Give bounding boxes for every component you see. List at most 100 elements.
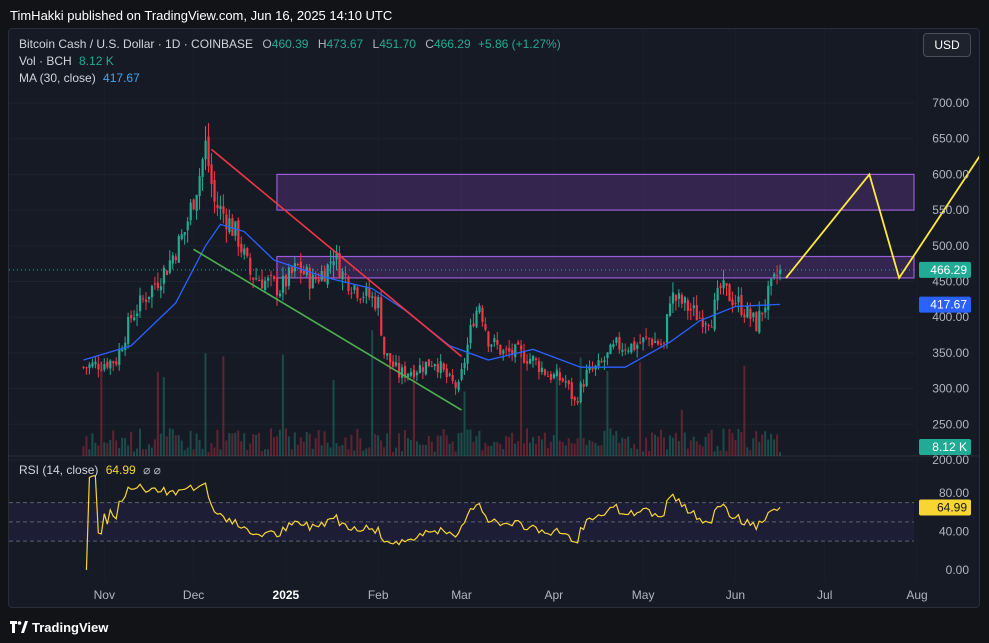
rsi-legend[interactable]: RSI (14, close) 64.99 ⌀ ⌀ (19, 463, 161, 477)
candle-body (222, 206, 225, 214)
candle-body (85, 367, 88, 369)
volume-bar (686, 448, 689, 456)
candle-body (770, 278, 773, 287)
chart-canvas[interactable]: 700.00 650.00 600.00 550.00 500.00 450.00 400.… (9, 29, 980, 608)
symbol-name[interactable]: Bitcoin Cash / U.S. Dollar · 1D · COINBA… (19, 37, 254, 51)
candle-body (109, 360, 112, 369)
candle-body (523, 350, 526, 363)
axis-layer: 700.00 650.00 600.00 550.00 500.00 450.00 400.… (94, 96, 971, 602)
volume-bar (579, 357, 582, 456)
candle-body (573, 397, 576, 401)
volume-bar (91, 433, 94, 456)
volume-bar (100, 361, 103, 456)
candle-body (130, 315, 133, 319)
last-price-marker-label: 466.29 (930, 263, 967, 277)
ma-legend[interactable]: MA (30, close) 417.67 (19, 71, 140, 85)
volume-bar (570, 442, 573, 456)
volume-bar (472, 441, 475, 456)
candle-body (418, 364, 422, 373)
volume-bar (612, 435, 615, 456)
time-tick-label: Nov (94, 588, 115, 602)
volume-bar (540, 439, 543, 456)
volume-bar (287, 436, 290, 456)
publisher-text: TimHakki published on TradingView.com, J… (10, 8, 393, 23)
volume-bar (585, 444, 588, 456)
candle-body (615, 337, 618, 343)
candle-body (639, 342, 642, 344)
volume-bar (198, 440, 201, 456)
volume-bar (573, 443, 576, 456)
candle-body (195, 194, 198, 211)
rsi-settings-icons[interactable]: ⌀ ⌀ (143, 463, 161, 477)
candle-body (415, 372, 419, 376)
candle-body (633, 341, 636, 350)
volume-bar (630, 448, 633, 456)
candle-body (630, 343, 633, 353)
volume-bar (189, 430, 192, 456)
candle-body (287, 267, 291, 286)
volume-bar (121, 437, 124, 456)
rsi-tick-label: 80.00 (939, 486, 969, 500)
price-tick-label: 450.00 (932, 275, 969, 289)
candle-body (147, 296, 151, 300)
candle-body (582, 384, 585, 388)
time-tick-label: Aug (906, 588, 927, 602)
volume-bar (633, 444, 636, 456)
volume-bar (335, 443, 338, 456)
price-tick-label: 550.00 (932, 203, 969, 217)
volume-bar (362, 450, 365, 456)
volume-bar (377, 435, 380, 456)
candle-body (767, 285, 770, 311)
candle-body (549, 373, 553, 380)
descending-resistance-line (210, 148, 463, 358)
volume-bar (657, 436, 660, 456)
volume-legend[interactable]: Vol · BCH 8.12 K (19, 54, 114, 68)
currency-button[interactable]: USD (923, 33, 971, 57)
candle-body (246, 248, 249, 257)
candle-body (612, 344, 615, 348)
candle-body (281, 275, 285, 293)
volume-bar (636, 449, 639, 456)
overlay-layer (9, 148, 979, 411)
candle-body (412, 369, 416, 378)
volume-bar (267, 449, 270, 456)
volume-bar (671, 437, 674, 456)
volume-bar (543, 432, 546, 456)
volume-bar (719, 450, 722, 456)
candle-body (267, 277, 270, 281)
candle-body (210, 164, 213, 184)
candle-body (695, 305, 698, 321)
candle-body (621, 349, 624, 352)
volume-bar (186, 447, 189, 456)
chart-area[interactable]: 700.00 650.00 600.00 550.00 500.00 450.00 400.… (8, 28, 980, 608)
volume-bar (261, 451, 264, 456)
candle-body (627, 350, 630, 352)
brand[interactable]: TradingView (10, 620, 108, 635)
candle-body (383, 336, 386, 355)
candle-body (258, 280, 261, 282)
volume-bar (103, 442, 106, 456)
volume-bar (561, 441, 564, 456)
volume-bar (162, 377, 165, 456)
volume-bar (302, 441, 305, 456)
volume-bar (680, 409, 683, 456)
candle-body (228, 218, 231, 232)
candle-body (579, 383, 582, 403)
candle-body (686, 300, 689, 311)
candle-body (216, 205, 219, 209)
rsi-tick-label: 0.00 (946, 563, 970, 577)
candle-body (255, 278, 258, 280)
volume-bar (475, 436, 478, 456)
volume-bar (445, 435, 448, 456)
volume-bar (368, 447, 371, 456)
candle-body (677, 293, 681, 299)
candle-body (213, 180, 216, 202)
volume-bar (603, 430, 606, 456)
volume-bar (621, 437, 624, 456)
candle-body (511, 349, 514, 355)
candle-body (406, 373, 410, 378)
candle-body (439, 361, 442, 374)
candle-body (642, 337, 645, 343)
candle-body (609, 344, 612, 355)
descending-support-line (193, 248, 462, 411)
